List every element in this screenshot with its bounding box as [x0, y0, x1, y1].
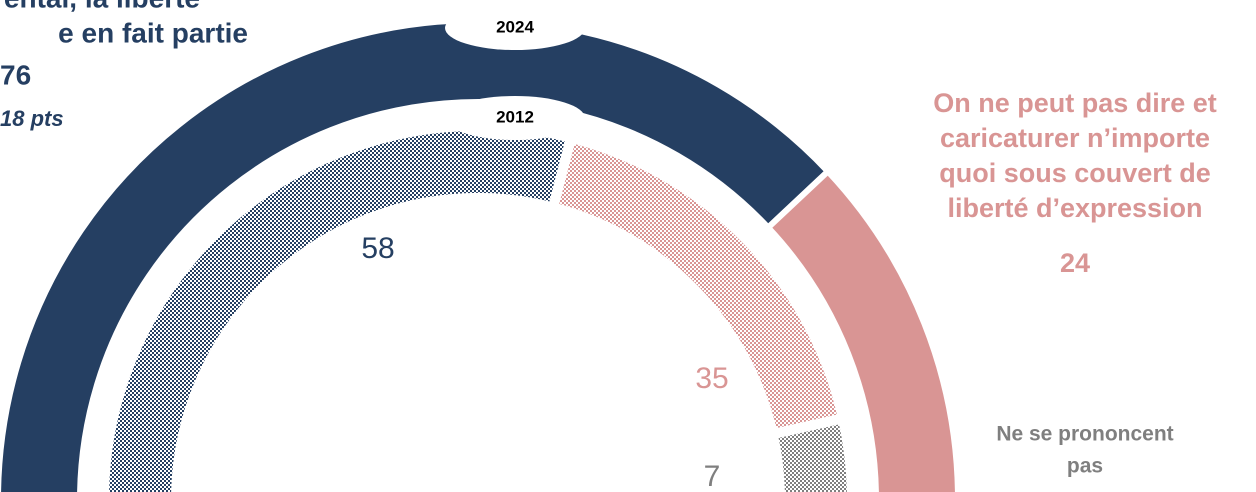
category-label: On ne peut pas dire et — [933, 88, 1217, 118]
value-label: 24 — [1060, 248, 1090, 278]
category-label: pas — [1067, 455, 1103, 478]
year-badge — [445, 6, 585, 50]
value-label: 58 — [361, 232, 394, 265]
value-label: 7 — [704, 460, 721, 492]
annotation: 18 pts — [0, 106, 64, 131]
ring-segment — [0, 17, 833, 492]
ring-segment — [763, 167, 961, 492]
ring-label: 2024 — [496, 17, 534, 36]
ring-segment — [99, 121, 578, 492]
value-label: 35 — [695, 362, 728, 395]
ring-label: 2012 — [496, 107, 534, 126]
year-badge — [445, 96, 585, 140]
category-label: ental, la liberté — [4, 0, 200, 13]
category-label: Ne se prononcent — [996, 423, 1173, 446]
category-label: caricaturer n’importe — [940, 123, 1210, 153]
category-label: liberté d’expression — [947, 193, 1202, 223]
category-label: e en fait partie — [58, 17, 248, 48]
ring-segment — [766, 412, 857, 492]
category-label: quoi sous couvert de — [939, 158, 1211, 188]
value-label: 76 — [0, 59, 31, 90]
